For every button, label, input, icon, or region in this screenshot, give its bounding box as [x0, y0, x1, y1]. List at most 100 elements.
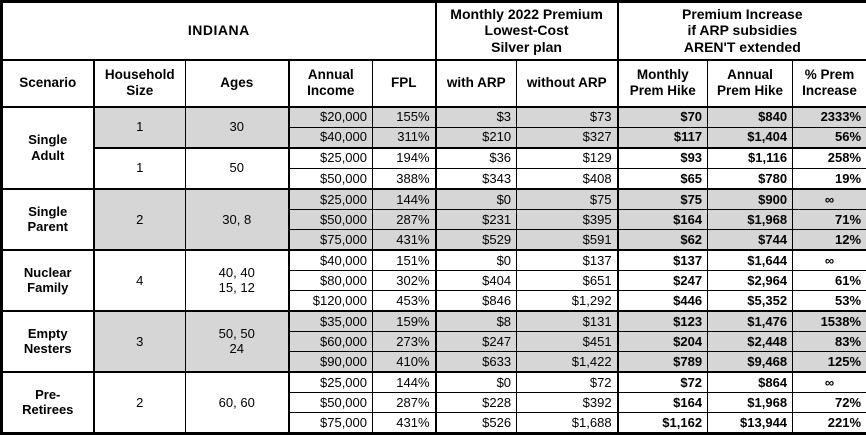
monthly-hike-cell: $72 [617, 371, 709, 393]
with-arp-cell: $210 [435, 126, 518, 149]
state-title: INDIANA [0, 1, 437, 61]
fpl-cell: 273% [371, 330, 437, 352]
fpl-cell: 311% [371, 126, 437, 149]
annual-hike-cell: $900 [707, 188, 794, 210]
without-arp-cell: $451 [516, 330, 619, 352]
pct-increase-cell: 258% [792, 147, 866, 169]
annual-hike-cell: $2,448 [707, 330, 794, 352]
ages-cell: 40, 40 15, 12 [185, 249, 290, 312]
header-fpl: FPL [371, 59, 437, 108]
pct-increase-cell: ∞ [792, 249, 866, 271]
header-without-arp: without ARP [516, 59, 619, 108]
with-arp-cell: $529 [435, 228, 518, 251]
fpl-cell: 287% [371, 391, 437, 413]
with-arp-cell: $228 [435, 391, 518, 413]
annual-hike-cell: $840 [707, 106, 794, 128]
without-arp-cell: $72 [516, 371, 619, 393]
table-row: $60,000 273% $247 $451 $204 $2,448 83% [2, 330, 866, 352]
fpl-cell: 431% [371, 228, 437, 251]
with-arp-cell: $0 [435, 188, 518, 210]
header-with-arp: with ARP [435, 59, 518, 108]
without-arp-cell: $392 [516, 391, 619, 413]
monthly-hike-cell: $247 [617, 269, 709, 291]
pct-increase-cell: 61% [792, 269, 866, 291]
annual-hike-cell: $744 [707, 228, 794, 251]
table-row: Pre- Retirees 2 60, 60 $25,000 144% $0 $… [1, 371, 866, 434]
with-arp-cell: $3 [435, 106, 518, 128]
pct-increase-cell: 53% [792, 289, 866, 312]
header-pct-prem-increase: % Prem Increase [792, 59, 866, 108]
monthly-hike-cell: $1,162 [617, 411, 709, 435]
annual-hike-cell: $2,964 [707, 269, 794, 291]
monthly-hike-cell: $164 [617, 208, 709, 230]
income-cell: $50,000 [288, 208, 373, 230]
with-arp-cell: $0 [435, 371, 518, 393]
income-cell: $90,000 [288, 350, 373, 373]
monthly-hike-cell: $62 [617, 228, 709, 251]
pct-increase-cell: ∞ [792, 371, 866, 393]
ages-cell: 30, 8 [185, 188, 290, 251]
income-cell: $35,000 [288, 310, 373, 332]
scenario-cell: Pre- Retirees [1, 371, 95, 434]
without-arp-cell: $75 [516, 188, 619, 210]
with-arp-cell: $36 [435, 147, 518, 169]
header-monthly-prem-hike: Monthly Prem Hike [617, 59, 709, 108]
fpl-cell: 287% [371, 208, 437, 230]
pct-increase-cell: 2333% [792, 106, 866, 128]
monthly-hike-cell: $123 [617, 310, 709, 332]
without-arp-cell: $408 [516, 167, 619, 190]
income-cell: $120,000 [288, 289, 373, 312]
monthly-hike-cell: $446 [617, 289, 709, 312]
ages-cell: 30 [185, 105, 290, 149]
monthly-hike-cell: $75 [617, 188, 709, 210]
without-arp-cell: $1,422 [516, 350, 619, 373]
table-row: Single Adult 1 30 $20,000 155% $3 $73 $7… [1, 105, 866, 190]
table-row: $40,000 311% $210 $327 $117 $1,404 56% [2, 126, 866, 149]
fpl-cell: 144% [371, 188, 437, 210]
section-header-premium: Monthly 2022 Premium Lowest-Cost Silver … [435, 1, 619, 61]
fpl-cell: 388% [371, 167, 437, 190]
with-arp-cell: $231 [435, 208, 518, 230]
pct-increase-cell: 83% [792, 330, 866, 352]
header-household-size: Household Size [93, 59, 186, 108]
income-cell: $50,000 [288, 391, 373, 413]
household-size-cell: 3 [93, 310, 186, 373]
table-row: $80,000 302% $404 $651 $247 $2,964 61% [2, 269, 866, 291]
with-arp-cell: $404 [435, 269, 518, 291]
fpl-cell: 453% [371, 289, 437, 312]
without-arp-cell: $651 [516, 269, 619, 291]
monthly-hike-cell: $137 [617, 249, 709, 271]
with-arp-cell: $526 [435, 411, 518, 435]
without-arp-cell: $1,688 [516, 411, 619, 435]
fpl-cell: 194% [371, 147, 437, 169]
table-row: $90,000 410% $633 $1,422 $789 $9,468 125… [2, 350, 866, 373]
income-cell: $25,000 [288, 371, 373, 393]
fpl-cell: 155% [371, 106, 437, 128]
header-annual-income: Annual Income [288, 59, 373, 108]
ages-cell: 50, 50 24 [185, 310, 290, 373]
annual-hike-cell: $1,644 [707, 249, 794, 271]
annual-hike-cell: $780 [707, 167, 794, 190]
annual-hike-cell: $9,468 [707, 350, 794, 373]
income-cell: $40,000 [288, 126, 373, 149]
table-row: $75,000 431% $526 $1,688 $1,162 $13,944 … [2, 411, 866, 435]
annual-hike-cell: $1,476 [707, 310, 794, 332]
monthly-hike-cell: $65 [617, 167, 709, 190]
income-cell: $60,000 [288, 330, 373, 352]
table-row: Single Parent 2 30, 8 $25,000 144% $0 $7… [1, 188, 866, 251]
without-arp-cell: $129 [516, 147, 619, 169]
annual-hike-cell: $1,968 [707, 208, 794, 230]
table-row: $50,000 287% $228 $392 $164 $1,968 72% [2, 391, 866, 413]
monthly-hike-cell: $70 [617, 106, 709, 128]
monthly-hike-cell: $93 [617, 147, 709, 169]
header-scenario: Scenario [1, 59, 95, 108]
table-row: $50,000 388% $343 $408 $65 $780 19% [2, 167, 866, 190]
title-row: INDIANA Monthly 2022 Premium Lowest-Cost… [0, 1, 866, 61]
annual-hike-cell: $1,404 [707, 126, 794, 149]
ages-cell: 60, 60 [185, 371, 290, 434]
fpl-cell: 151% [371, 249, 437, 271]
income-cell: $25,000 [288, 147, 373, 169]
ages-cell: 50 [185, 147, 290, 190]
table-row: Nuclear Family 4 40, 40 15, 12 $40,000 1… [1, 249, 866, 312]
